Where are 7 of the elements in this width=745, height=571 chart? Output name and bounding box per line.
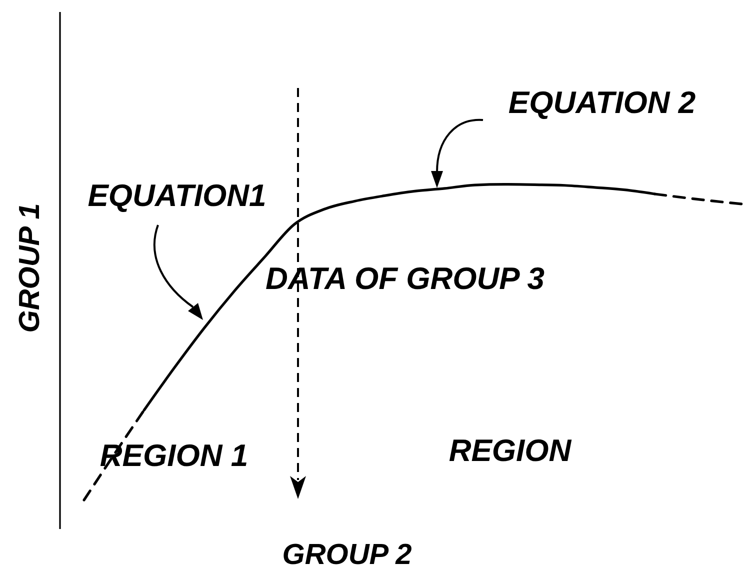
y-axis-title: GROUP 1 (14, 203, 46, 333)
x-axis-title: GROUP 2 (282, 539, 412, 571)
annotation: EQUATION1 (88, 178, 266, 212)
annotation: REGION 1 (100, 438, 248, 472)
annotation: REGION (448, 432, 572, 468)
text: EQUATION 2 (508, 84, 696, 120)
annotation: DATA OF GROUP 3 (266, 260, 544, 296)
